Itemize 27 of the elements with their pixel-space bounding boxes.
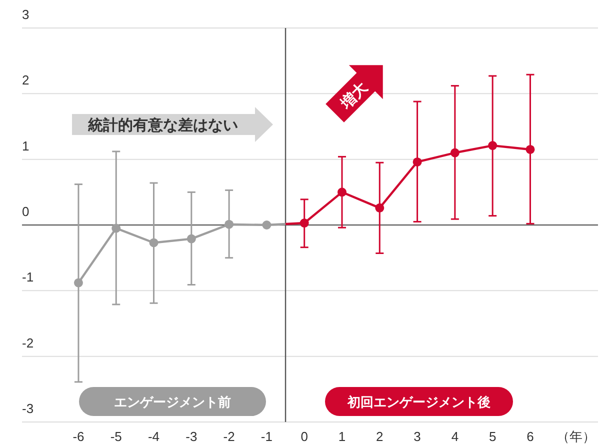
y-tick-label: 1	[22, 138, 30, 154]
x-tick-label: 2	[376, 429, 384, 444]
x-tick-label: 5	[488, 429, 496, 444]
y-tick-label: -2	[22, 335, 34, 350]
x-tick-label: -4	[148, 429, 160, 444]
annotation: 初回エンゲージメント後	[346, 394, 490, 410]
x-tick-label: -2	[223, 429, 235, 444]
annotation: 統計的有意な差はない	[87, 117, 238, 134]
x-tick-label: 1	[338, 429, 346, 444]
label-pill: 初回エンゲージメント後	[325, 387, 513, 416]
x-tick-label: -1	[260, 429, 272, 444]
y-tick-label: 0	[22, 204, 30, 219]
x-tick-label: 6	[526, 429, 534, 444]
y-tick-label: 2	[22, 72, 30, 88]
y-tick-label: -1	[22, 270, 34, 285]
label-pill: エンゲージメント前	[79, 387, 266, 416]
x-tick-label: -6	[72, 429, 84, 444]
x-tick-label: 3	[414, 429, 421, 444]
x-tick-label: -3	[186, 429, 198, 444]
x-tick-label: 0	[300, 429, 308, 444]
annotation: エンゲージメント前	[114, 394, 231, 410]
y-tick-label: 3	[22, 7, 30, 22]
x-tick-label: -5	[110, 429, 122, 444]
y-tick-label: -3	[22, 401, 34, 416]
x-tick-label: 4	[451, 429, 459, 444]
annotation: 増大	[336, 78, 372, 114]
x-axis-title: （年）	[556, 429, 596, 444]
